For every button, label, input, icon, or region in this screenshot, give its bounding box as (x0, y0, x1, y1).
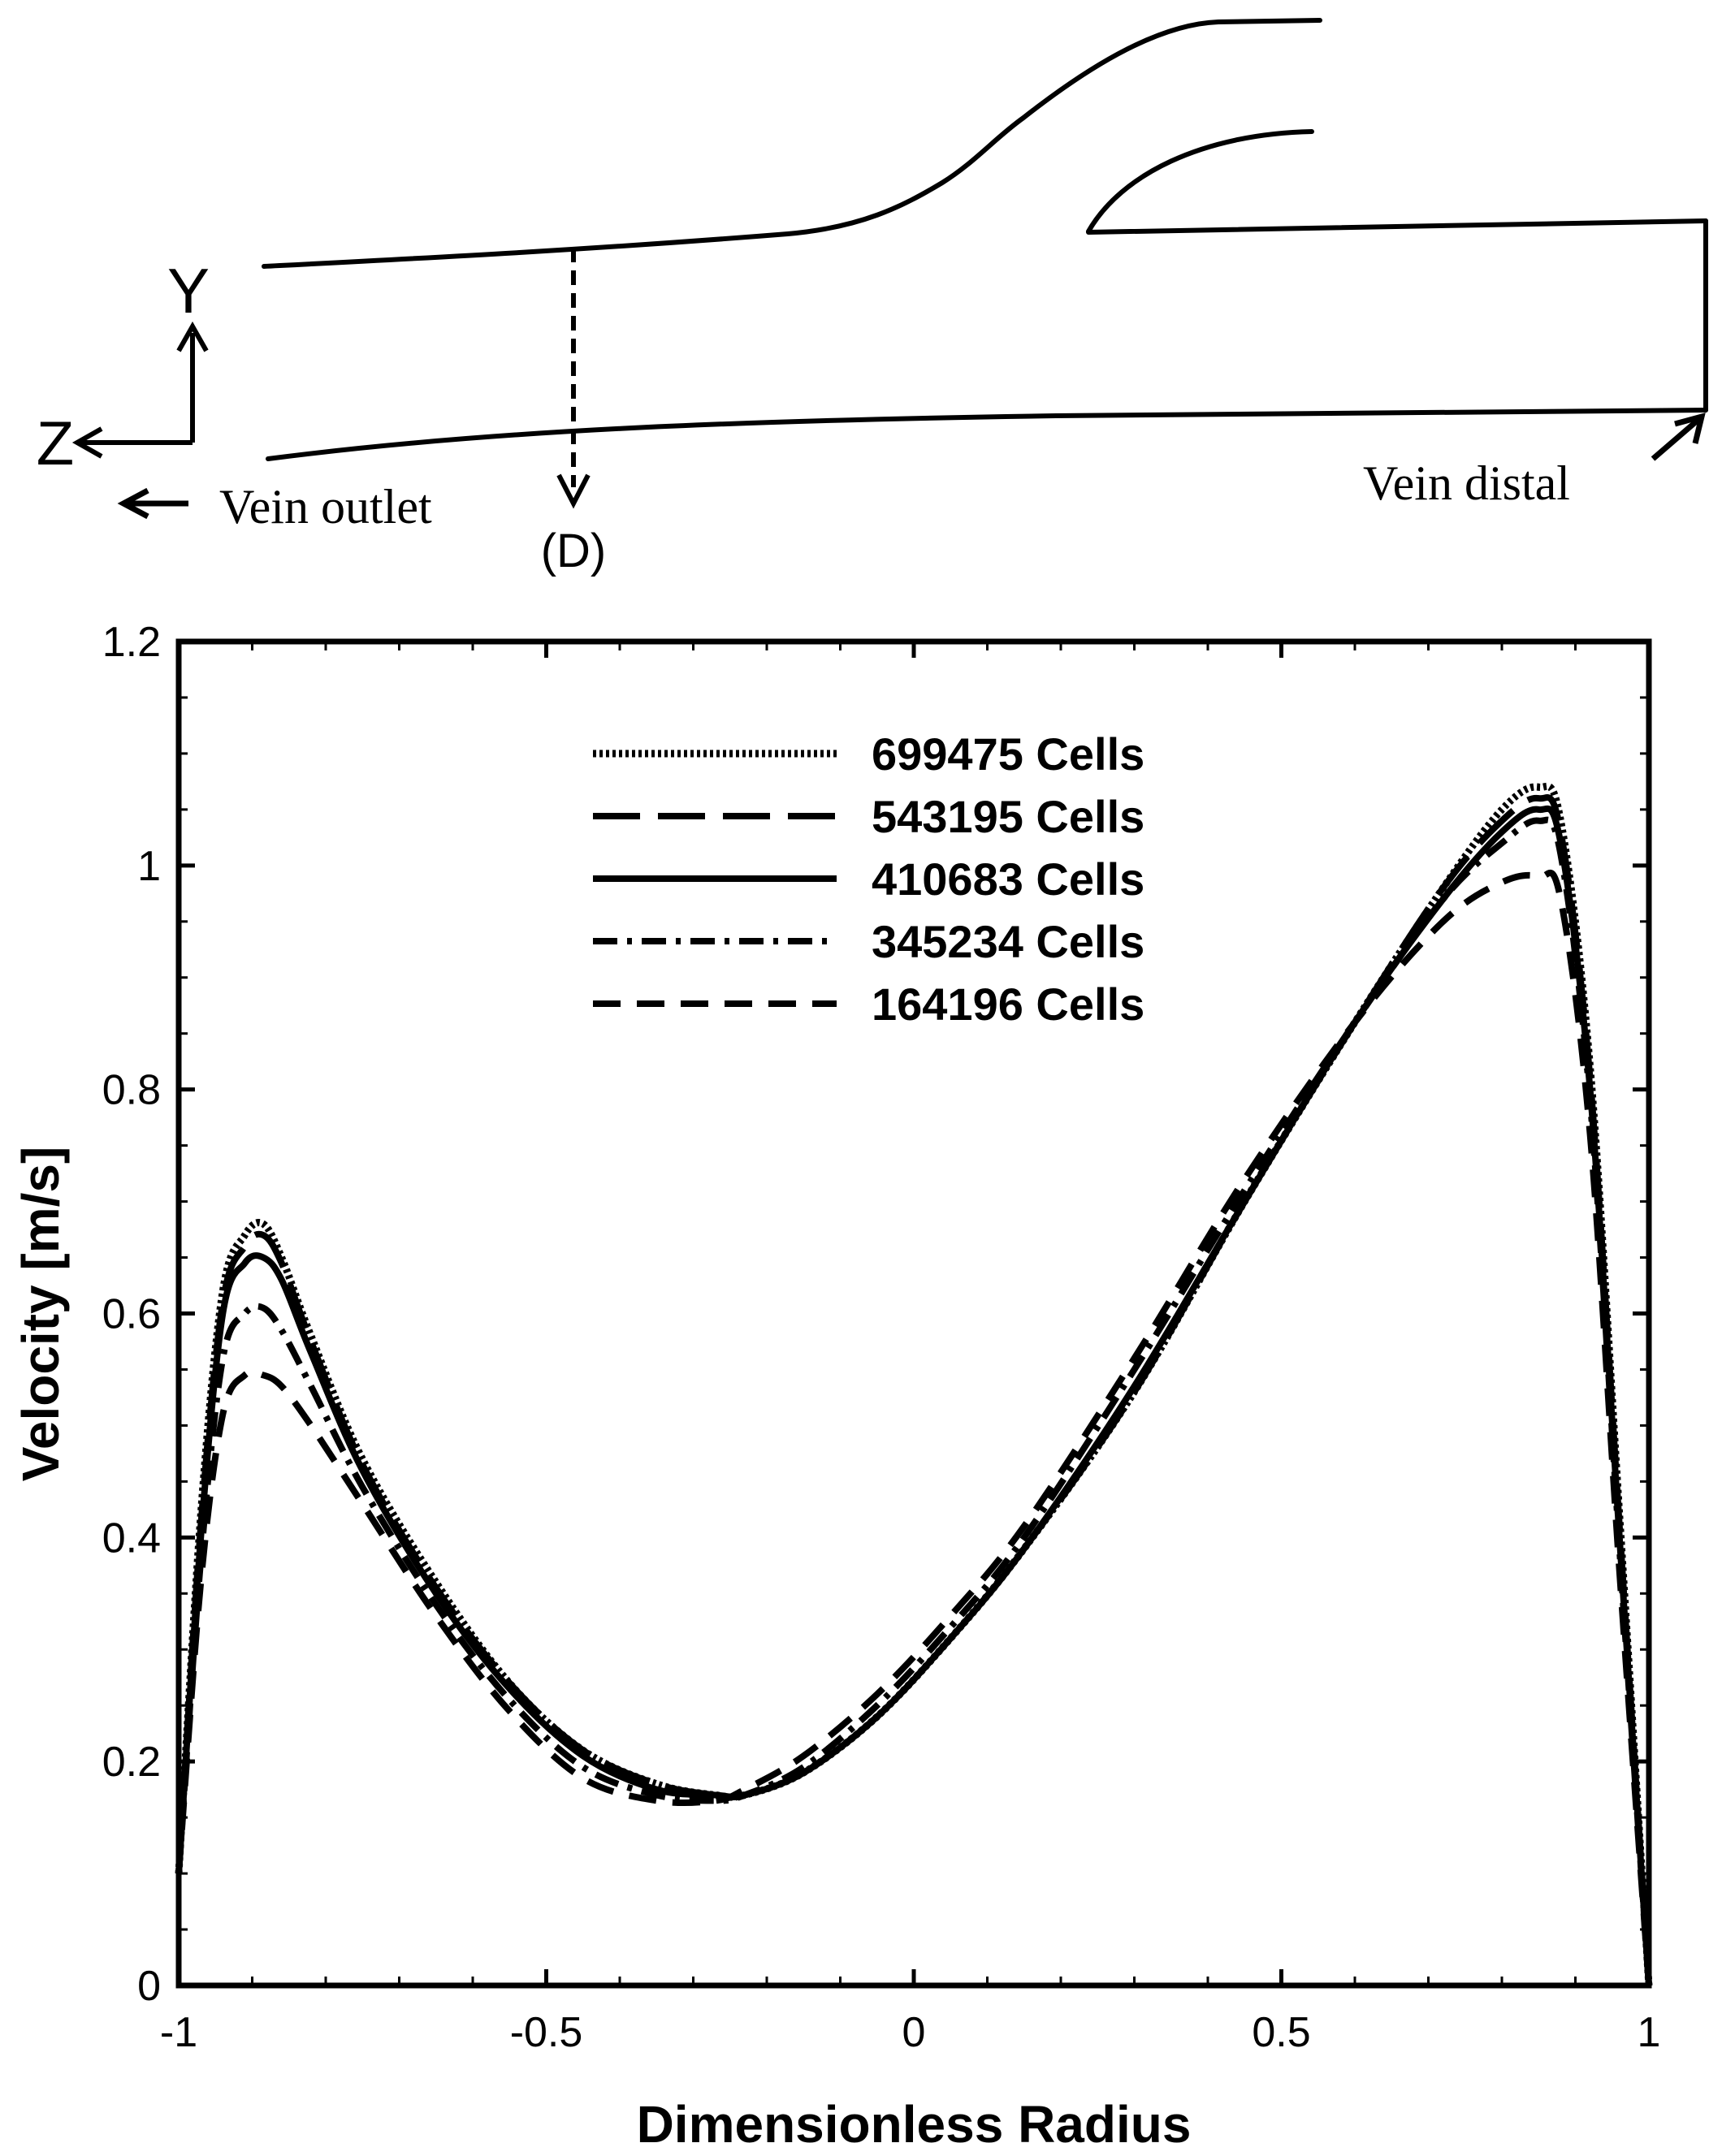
legend-label: 543195 Cells (872, 791, 1144, 842)
y-tick-label: 1 (137, 843, 161, 890)
vessel-schematic (262, 18, 1708, 461)
x-tick-label: 1 (1638, 2009, 1661, 2056)
vein-distal-label: Vein distal (1363, 456, 1570, 510)
branch-inner-upper-wall (1086, 129, 1314, 234)
y-tick-label: 0 (137, 1963, 161, 2010)
y-tick-label: 0.6 (102, 1291, 161, 1338)
y-axis-arrowhead (176, 321, 209, 352)
curves-layer (175, 782, 1653, 1986)
plot-frame (175, 638, 1652, 1989)
y-axis-title: Velocity [m/s] (11, 1147, 70, 1482)
y-tick-label: 0.8 (102, 1067, 161, 1114)
x-tick-label: -0.5 (510, 2009, 583, 2056)
y-axis-label: Y (167, 255, 210, 326)
legend-label: 345234 Cells (872, 916, 1144, 967)
x-tick-label: 0 (902, 2009, 926, 2056)
y-tick-label: 0.4 (102, 1514, 161, 1562)
section-d-arrowhead (556, 473, 591, 509)
x-axis-title: Dimensionless Radius (637, 2095, 1192, 2154)
z-axis-arrowhead (71, 426, 103, 459)
z-axis-label: Z (37, 409, 74, 478)
outlet-arrow-head (117, 487, 149, 520)
legend: 699475 Cells 543195 Cells 410683 Cells 3452… (593, 728, 1144, 1030)
vein-lower-wall (266, 408, 1708, 461)
branch-lower-wall (1086, 218, 1708, 235)
series-line-543195 (175, 794, 1652, 1986)
x-tick-label: 0.5 (1252, 2009, 1310, 2056)
legend-label: 410683 Cells (872, 853, 1144, 905)
vein-outlet-label: Vein outlet (219, 480, 432, 534)
series-line-345234 (175, 816, 1652, 1986)
vein-upper-wall (262, 18, 1322, 269)
distal-arrow-line (1651, 416, 1703, 461)
ticks-layer: -1 -0.5 0 0.5 1 0 0.2 0.4 0.6 0.8 1 1.2 (102, 619, 1661, 2056)
velocity-chart: -1 -0.5 0 0.5 1 0 0.2 0.4 0.6 0.8 1 1.2 699475 Cell… (11, 619, 1660, 2154)
y-tick-label: 1.2 (102, 619, 161, 666)
legend-label: 699475 Cells (872, 728, 1144, 780)
section-d-label: (D) (541, 525, 607, 577)
y-tick-label: 0.2 (102, 1739, 161, 1786)
distal-arrow-head (1674, 413, 1706, 444)
series-line-164196 (175, 870, 1652, 1986)
x-tick-label: -1 (160, 2009, 197, 2056)
legend-label: 164196 Cells (872, 979, 1144, 1030)
